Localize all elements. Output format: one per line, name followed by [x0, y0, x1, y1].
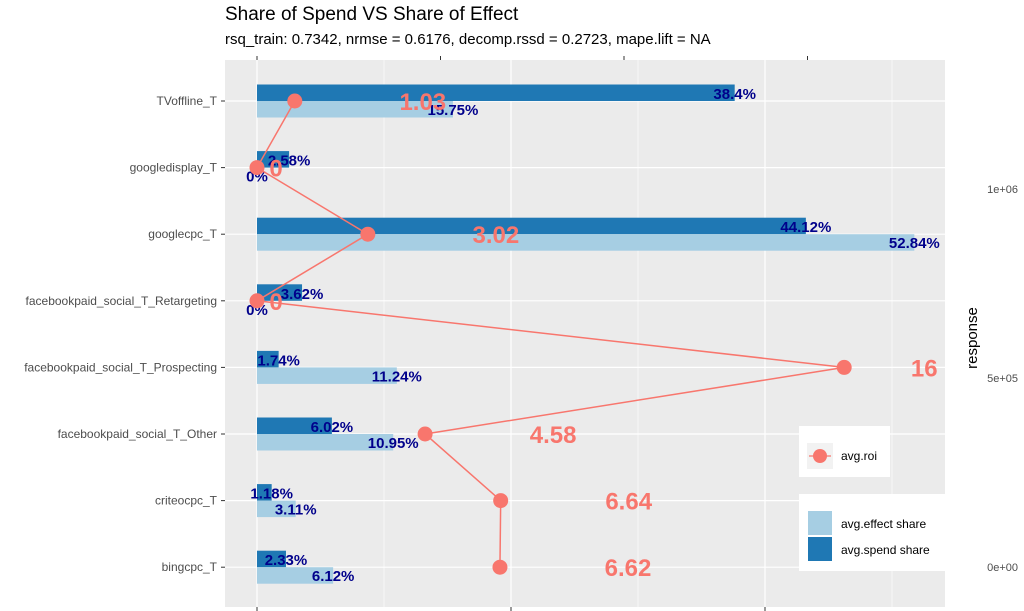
bar-spend-share	[257, 151, 290, 168]
y-axis-labels: TVoffline_T googledisplay_T googlecpc_Tfac…	[24, 94, 217, 574]
y-axis-label: criteocpc_T	[155, 494, 218, 508]
y-axis-label: facebookpaid_social_T_Prospecting	[24, 360, 217, 374]
legend-spend-swatch	[808, 537, 832, 561]
roi-label: 4.58	[530, 422, 577, 449]
roi-series: 1.03 0 3.02 0 16 4.58 6.64 6.62	[249, 89, 938, 582]
bar-label-effect: 10.95%	[368, 435, 419, 452]
bar-label-effect: 0%	[246, 302, 268, 319]
bar-spend-share	[257, 217, 806, 235]
right-axis: 0e+00 5e+05 1e+06	[987, 184, 1018, 574]
legend-roi-key-point	[813, 449, 827, 463]
y-axis-label: TVoffline_T	[157, 94, 218, 108]
right-axis-tick-label: 0e+00	[987, 562, 1018, 574]
legend-spend-label: avg.spend share	[841, 543, 930, 557]
roi-label: 3.02	[472, 222, 519, 249]
roi-label: 16	[911, 355, 938, 382]
bar-label-effect: 6.12%	[312, 568, 355, 585]
axis-ticks	[221, 56, 808, 611]
y-axis-label: facebookpaid_social_T_Other	[58, 427, 217, 441]
legend-roi-label: avg.roi	[841, 449, 877, 463]
bar-label-spend: 1.74%	[257, 352, 300, 369]
roi-point	[249, 160, 265, 176]
y-axis-label: bingcpc_T	[162, 560, 218, 574]
chart-subtitle: rsq_train: 0.7342, nrmse = 0.6176, decom…	[225, 31, 711, 48]
bar-effect-share	[257, 101, 453, 118]
legend-effect-label: avg.effect share	[841, 517, 926, 531]
bar-label-spend: 6.02%	[311, 419, 354, 436]
roi-label: 6.62	[605, 555, 652, 582]
bar-label-spend: 3.62%	[281, 286, 324, 303]
roi-point	[836, 359, 852, 375]
bar-label-spend: 1.18%	[250, 486, 293, 503]
bar-label-spend: 38.4%	[713, 86, 756, 103]
bar-label-effect: 15.75%	[427, 102, 478, 119]
bar-spend-share	[257, 417, 332, 434]
bar-spend-share	[257, 284, 303, 301]
right-axis-tick-label: 1e+06	[987, 184, 1018, 196]
bar-effect-share	[257, 367, 397, 384]
bar-spend-share	[257, 84, 735, 101]
legend-share: avg.effect share avg.spend share	[799, 494, 947, 571]
roi-label: 0	[269, 289, 282, 316]
bars	[257, 84, 915, 584]
bar-spend-share	[257, 350, 279, 368]
bar-effect-share	[257, 234, 915, 251]
bar-labels: 38.4%15.75%2.58%0%44.12%52.84%3.62%0%1.7…	[246, 86, 940, 585]
bar-label-effect: 11.24%	[372, 368, 422, 385]
roi-point	[249, 293, 265, 309]
bar-label-effect: 3.11%	[275, 502, 317, 519]
right-axis-tick-label: 5e+05	[987, 373, 1018, 385]
chart-title: Share of Spend VS Share of Effect	[225, 4, 519, 25]
roi-point	[493, 493, 509, 509]
roi-line	[254, 100, 845, 568]
y-axis-label: googledisplay_T	[130, 161, 218, 175]
bar-label-spend: 2.58%	[268, 153, 311, 170]
y-axis-label: googlecpc_T	[148, 227, 217, 241]
right-axis-title: response	[964, 307, 981, 369]
bar-effect-share	[257, 500, 296, 518]
bar-label-spend: 44.12%	[780, 219, 831, 236]
bar-label-effect: 0%	[246, 169, 268, 186]
roi-point	[417, 426, 433, 442]
bar-label-spend: 2.33%	[265, 552, 308, 569]
bar-spend-share	[257, 484, 272, 501]
y-axis-label: facebookpaid_social_T_Retargeting	[26, 294, 217, 308]
roi-label: 6.64	[605, 489, 652, 516]
roi-point	[287, 93, 303, 109]
roi-label: 0	[269, 156, 282, 183]
roi-label: 1.03	[399, 89, 446, 116]
legend-effect-swatch	[808, 511, 832, 535]
bar-effect-share	[257, 567, 334, 584]
legend-roi: avg.roi	[799, 426, 890, 477]
bar-label-effect: 52.84%	[889, 235, 940, 252]
roi-point	[492, 559, 508, 575]
roi-point	[360, 226, 376, 242]
bar-spend-share	[257, 550, 286, 568]
bar-effect-share	[257, 434, 394, 451]
